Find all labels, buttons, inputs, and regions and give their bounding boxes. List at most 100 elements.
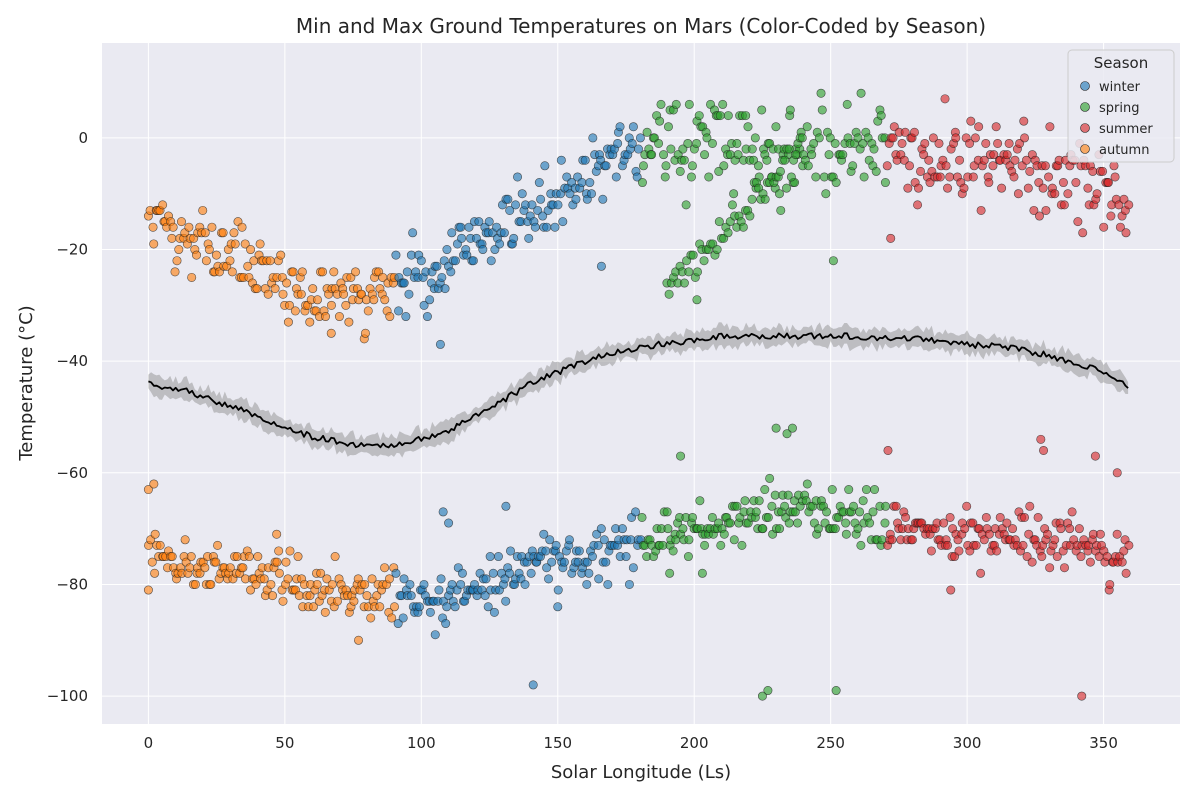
data-point-spring bbox=[727, 200, 737, 210]
data-point-winter bbox=[486, 256, 496, 266]
x-tick-label: 50 bbox=[275, 734, 294, 752]
data-point-spring bbox=[638, 161, 648, 171]
data-point-summer bbox=[940, 94, 950, 104]
data-point-summer bbox=[992, 546, 1002, 556]
data-point-summer bbox=[1056, 524, 1066, 534]
data-point-summer bbox=[1103, 178, 1113, 188]
data-point-winter bbox=[478, 245, 488, 255]
data-point-spring bbox=[807, 150, 817, 160]
data-point-autumn bbox=[366, 613, 376, 623]
data-point-spring bbox=[858, 496, 868, 506]
data-point-spring bbox=[747, 194, 757, 204]
data-point-winter bbox=[509, 233, 519, 243]
data-point-spring bbox=[827, 485, 837, 495]
data-point-spring bbox=[765, 473, 775, 483]
data-point-autumn bbox=[293, 552, 303, 562]
data-point-spring bbox=[707, 512, 717, 522]
data-point-spring bbox=[738, 222, 748, 232]
x-tick-label: 100 bbox=[407, 734, 436, 752]
data-point-winter bbox=[493, 552, 503, 562]
data-point-summer bbox=[1112, 529, 1122, 539]
data-point-winter bbox=[585, 178, 595, 188]
data-point-summer bbox=[1071, 178, 1081, 188]
data-point-spring bbox=[763, 512, 773, 522]
data-point-autumn bbox=[200, 228, 210, 238]
data-point-summer bbox=[1025, 501, 1035, 511]
y-axis-label: Temperature (°C) bbox=[16, 305, 37, 461]
data-point-winter bbox=[485, 552, 495, 562]
data-point-spring bbox=[786, 172, 796, 182]
data-point-winter bbox=[434, 585, 444, 595]
data-point-spring bbox=[699, 256, 709, 266]
data-point-summer bbox=[897, 138, 907, 148]
data-point-autumn bbox=[186, 552, 196, 562]
data-point-winter bbox=[457, 233, 467, 243]
data-point-spring bbox=[782, 429, 792, 439]
data-point-summer bbox=[1020, 133, 1030, 143]
data-point-winter bbox=[488, 568, 498, 578]
data-point-spring bbox=[880, 518, 890, 528]
data-point-summer bbox=[1039, 445, 1049, 455]
data-point-summer bbox=[1099, 222, 1109, 232]
data-point-summer bbox=[891, 501, 901, 511]
data-point-spring bbox=[774, 189, 784, 199]
data-point-spring bbox=[753, 161, 763, 171]
data-point-summer bbox=[905, 161, 915, 171]
data-point-spring bbox=[687, 161, 697, 171]
data-point-autumn bbox=[201, 256, 211, 266]
data-point-winter bbox=[611, 172, 621, 182]
data-point-spring bbox=[811, 172, 821, 182]
data-point-winter bbox=[530, 222, 540, 232]
data-point-autumn bbox=[170, 267, 180, 277]
data-point-autumn bbox=[259, 574, 269, 584]
data-point-autumn bbox=[225, 256, 235, 266]
legend-label-autumn: autumn bbox=[1099, 143, 1149, 158]
data-point-autumn bbox=[185, 563, 195, 573]
data-point-autumn bbox=[283, 317, 293, 327]
data-point-autumn bbox=[150, 529, 160, 539]
data-point-summer bbox=[924, 155, 934, 165]
data-point-autumn bbox=[330, 552, 340, 562]
data-point-spring bbox=[760, 194, 770, 204]
data-point-summer bbox=[1050, 189, 1060, 199]
data-point-winter bbox=[553, 585, 563, 595]
data-point-spring bbox=[679, 278, 689, 288]
data-point-winter bbox=[601, 557, 611, 567]
data-point-winter bbox=[425, 295, 435, 305]
data-point-winter bbox=[582, 557, 592, 567]
data-point-winter bbox=[481, 574, 491, 584]
data-point-summer bbox=[945, 172, 955, 182]
data-point-spring bbox=[714, 217, 724, 227]
data-point-winter bbox=[511, 200, 521, 210]
data-point-autumn bbox=[174, 245, 184, 255]
data-point-summer bbox=[995, 512, 1005, 522]
data-point-winter bbox=[633, 144, 643, 154]
data-point-winter bbox=[435, 339, 445, 349]
data-point-spring bbox=[775, 166, 785, 176]
data-point-autumn bbox=[351, 267, 361, 277]
data-point-spring bbox=[859, 172, 869, 182]
data-point-winter bbox=[599, 535, 609, 545]
data-point-spring bbox=[869, 144, 879, 154]
data-point-autumn bbox=[318, 267, 328, 277]
data-point-autumn bbox=[380, 563, 390, 573]
data-point-summer bbox=[926, 546, 936, 556]
data-point-spring bbox=[737, 540, 747, 550]
data-point-winter bbox=[621, 552, 631, 562]
data-point-winter bbox=[624, 579, 634, 589]
data-point-winter bbox=[528, 680, 538, 690]
legend-marker-summer bbox=[1080, 123, 1090, 133]
data-point-spring bbox=[732, 501, 742, 511]
data-point-autumn bbox=[143, 485, 153, 495]
data-point-winter bbox=[450, 602, 460, 612]
data-point-summer bbox=[1002, 518, 1012, 528]
x-tick-label: 350 bbox=[1089, 734, 1118, 752]
data-point-autumn bbox=[312, 579, 322, 589]
data-point-autumn bbox=[274, 546, 284, 556]
data-point-autumn bbox=[176, 217, 186, 227]
data-point-spring bbox=[848, 161, 858, 171]
data-point-summer bbox=[928, 133, 938, 143]
data-point-winter bbox=[553, 602, 563, 612]
data-point-winter bbox=[628, 122, 638, 132]
data-point-summer bbox=[909, 127, 919, 137]
